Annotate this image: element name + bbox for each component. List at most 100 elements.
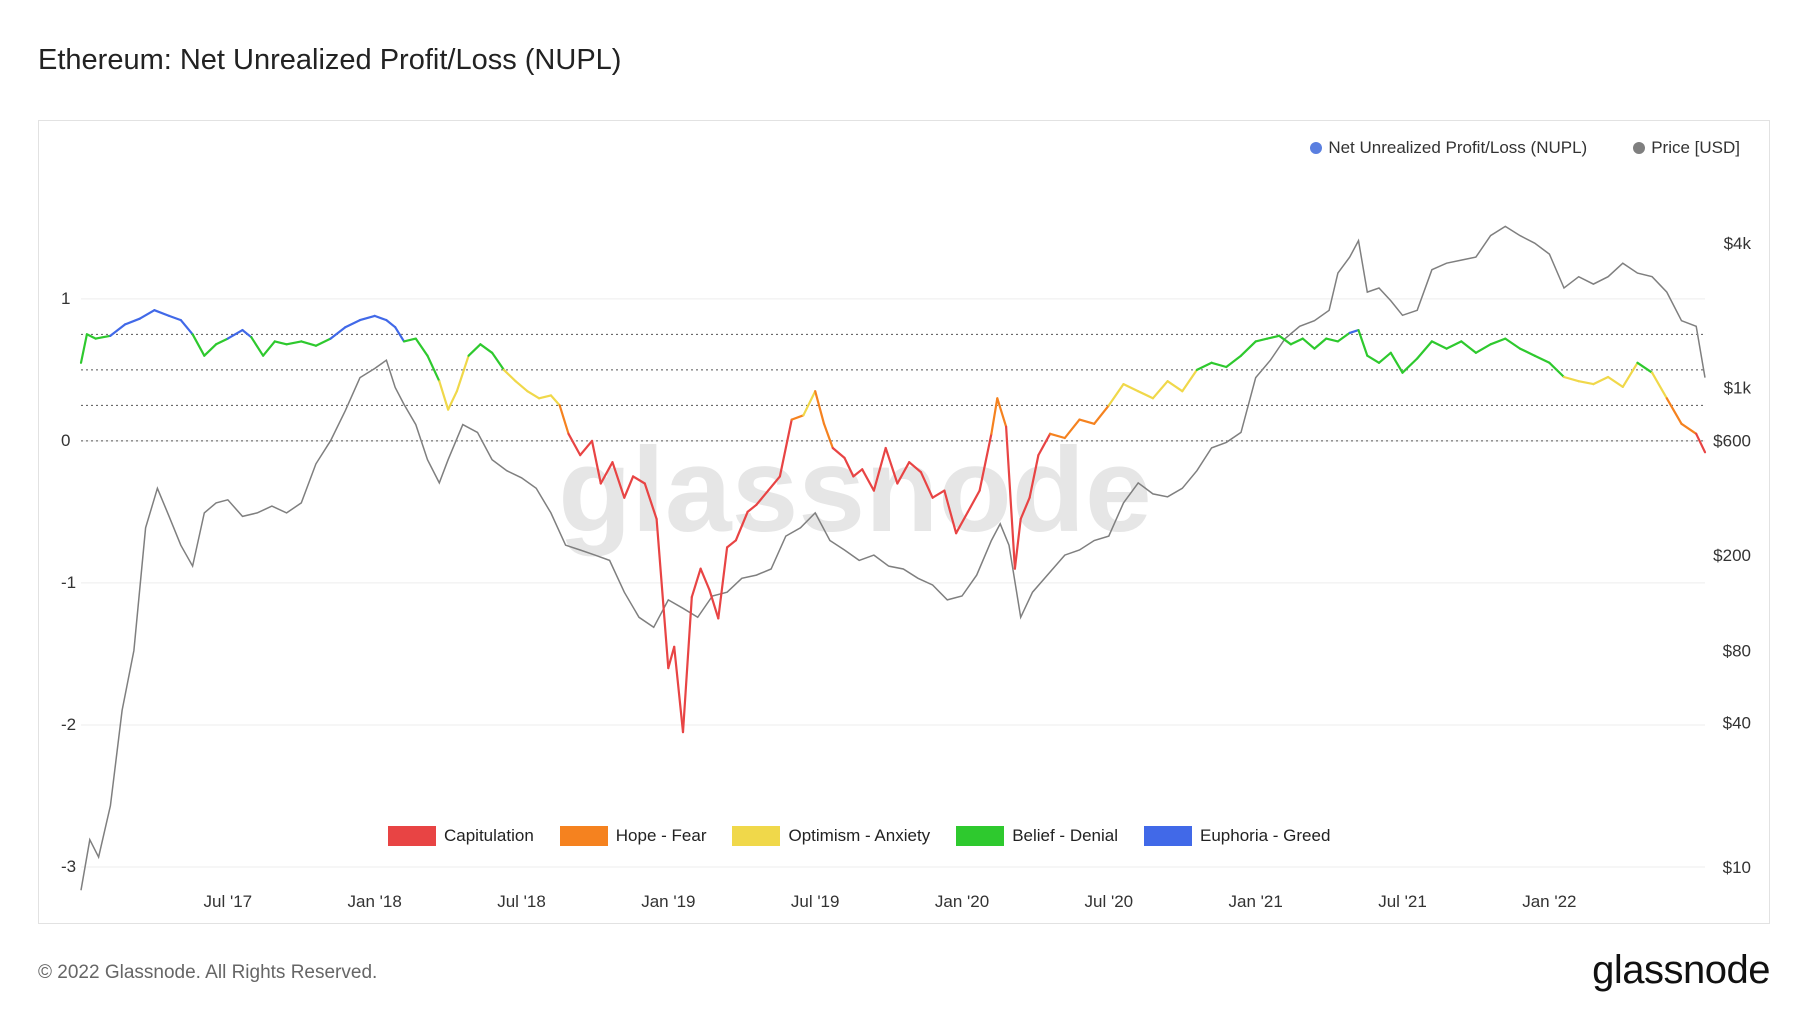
glassnode-logo[interactable]: glassnode [1592,948,1770,992]
nupl-line-segment [426,354,441,383]
nupl-line-segment [502,368,517,383]
x-tick-label: Jul '20 [1085,892,1134,911]
x-tick-label: Jan '22 [1522,892,1576,911]
nupl-line-segment [673,645,685,734]
nupl-line-segment [655,517,670,670]
nupl-line-segment [394,326,406,343]
zone-label-belief-denial: Belief - Denial [1012,826,1119,845]
nupl-line-segment [755,489,770,506]
nupl-line-segment [1401,357,1419,374]
nupl-line-segment [831,446,846,459]
x-tick-label: Jul '21 [1378,892,1427,911]
nupl-line-segment [1357,329,1369,357]
nupl-line-segment [300,340,317,347]
y-right-tick-label: $40 [1723,714,1751,733]
nupl-line-segment [1430,340,1448,350]
legend-zone-capitulation: Capitulation [388,826,534,846]
legend-zone-euphoria-greed: Euphoria - Greed [1144,826,1330,846]
nupl-line-segment [138,309,156,320]
y-left-tick-label: -1 [61,573,76,592]
nupl-line-segment [329,326,347,340]
nupl-line-segment [414,337,429,357]
nupl-line-segment [1254,337,1269,343]
legend-top: Net Unrealized Profit/Loss (NUPL) Price … [1310,138,1740,158]
legend-label-price: Price [USD] [1651,138,1740,157]
nupl-line-segment [990,397,999,435]
nupl-line-segment [191,333,206,357]
nupl-line-segment [491,351,505,371]
nupl-line-segment [314,337,332,347]
legend-zone-belief-denial: Belief - Denial [956,826,1118,846]
nupl-line-segment [1621,361,1639,388]
nupl-line-segment [123,317,141,326]
nupl-line-segment [538,394,552,400]
nupl-line-segment [567,432,582,457]
page-title: Ethereum: Net Unrealized Profit/Loss (NU… [38,44,622,76]
nupl-line-segment [1533,354,1551,364]
nupl-line-segment [226,329,244,340]
nupl-line-segment [153,309,171,317]
nupl-line-segment [1474,343,1492,354]
legend-item-nupl[interactable]: Net Unrealized Profit/Loss (NUPL) [1310,138,1587,158]
legend-zone-optimism-anxiety: Optimism - Anxiety [732,826,930,846]
nupl-line-segment [402,337,417,343]
nupl-line-segment [1151,380,1169,400]
nupl-line-segment [814,390,826,425]
nupl-line-segment [1028,454,1040,499]
nupl-line-segment [681,596,693,734]
nupl-line-segment [273,340,288,346]
nupl-line-segment [1366,354,1381,364]
nupl-line-segment [1122,383,1140,393]
nupl-line-segment [843,456,855,478]
nupl-line-segment [1063,418,1081,440]
nupl-line-segment [896,461,911,485]
nupl-line-segment [1225,354,1243,369]
nupl-line-segment [179,319,194,336]
nupl-line-segment [699,567,711,592]
nupl-line-segment [1348,329,1360,334]
nupl-line-segment [1336,331,1351,343]
nupl-line-segment [1037,432,1052,457]
x-tick-label: Jul '17 [204,892,253,911]
y-right-tick-label: $1k [1724,379,1752,398]
nupl-line-segment [1548,361,1566,379]
nupl-line-segment [1489,337,1507,346]
nupl-line-segment [717,546,729,620]
nupl-line-segment [262,340,276,357]
nupl-line-segment [1195,361,1213,371]
zone-label-hope-fear: Hope - Fear [615,826,707,845]
nupl-line-segment [966,489,981,513]
nupl-line-segment [467,343,482,357]
nupl-line-segment [215,337,229,346]
nupl-line-segment [872,446,887,492]
nupl-line-segment [549,394,561,407]
nupl-line-segment [514,380,529,393]
nupl-line-segment [203,343,218,357]
legend-item-price[interactable]: Price [USD] [1633,138,1740,158]
nupl-line-segment [943,489,958,535]
zone-swatch-optimism-anxiety [732,826,781,846]
nupl-line-segment [1093,404,1110,425]
nupl-line-segment [285,340,303,346]
nupl-line-segment [1416,340,1434,360]
nupl-line-segment [861,468,876,492]
nupl-line-segment [1289,337,1304,346]
nupl-line-segment [852,468,864,478]
nupl-line-segment [908,461,923,474]
y-left-tick-label: -2 [61,715,76,734]
nupl-line-segment [954,510,970,535]
chart-frame: 1 0 -1 -2 -3 $4k $1k $600 $200 $80 $40 $10 Jul '17 Ja… [38,120,1770,924]
nupl-line-segment [1013,517,1022,570]
nupl-line-segment [1518,347,1536,357]
zone-label-optimism-anxiety: Optimism - Anxiety [788,826,931,845]
nupl-line-segment [358,314,376,322]
nupl-line-segment [1577,380,1595,386]
nupl-line-segment [1650,371,1668,400]
nupl-line-segment [611,461,626,499]
nupl-line-segment [558,404,570,435]
nupl-line-segment [631,475,646,485]
x-tick-label: Jan '18 [348,892,402,911]
nupl-line-segment [690,567,702,599]
x-tick-label: Jan '20 [935,892,989,911]
nupl-line-segment [1078,418,1096,425]
